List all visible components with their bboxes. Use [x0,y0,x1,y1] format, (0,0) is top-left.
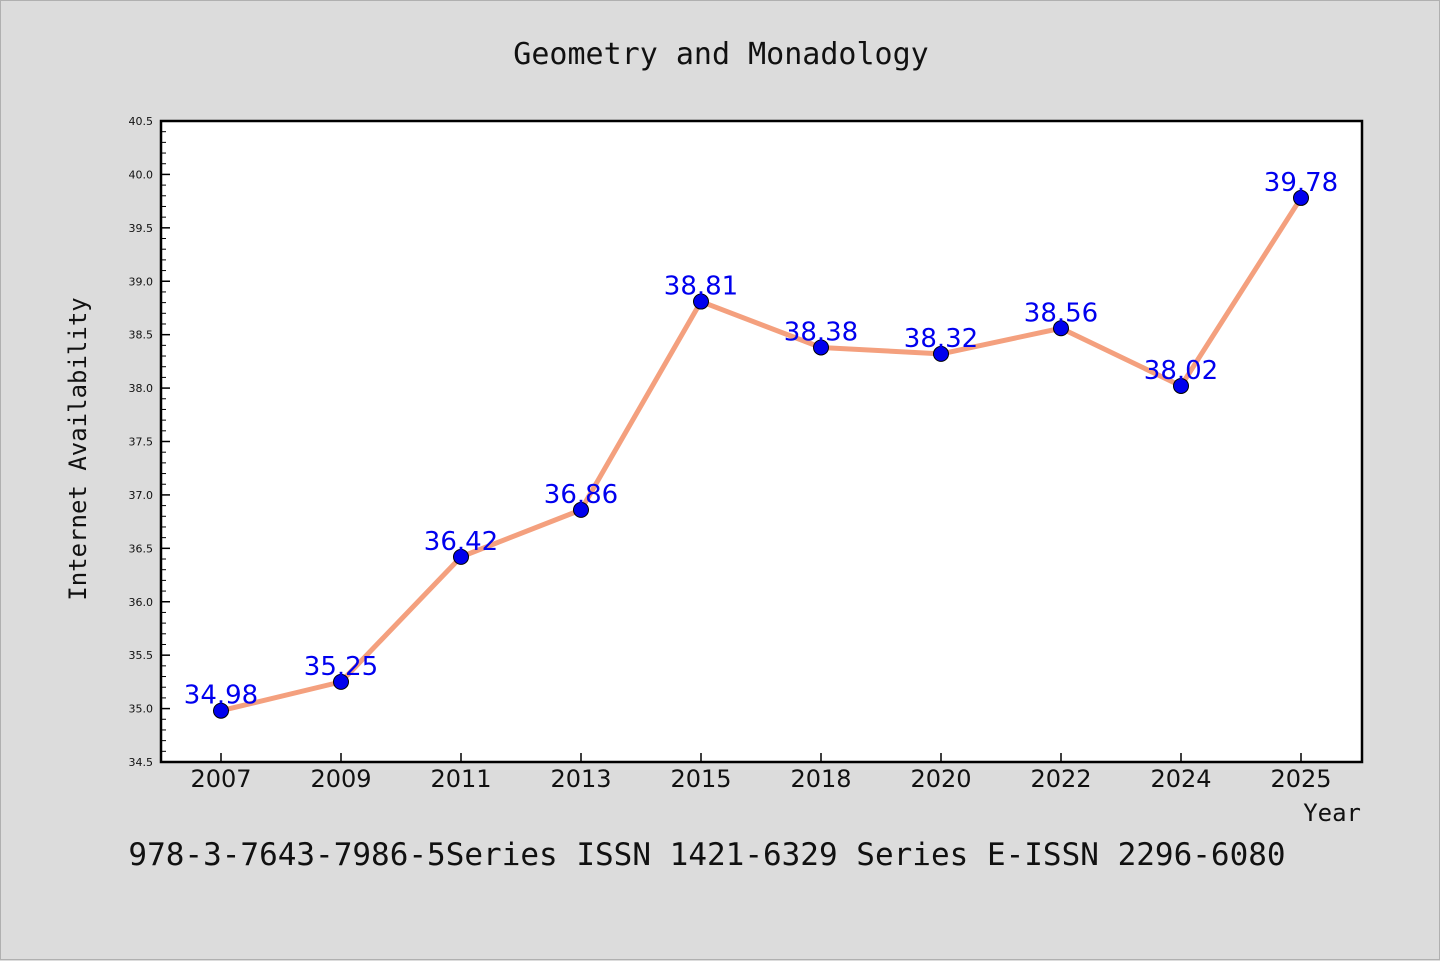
data-label: 38.32 [904,324,978,354]
data-point-marker [333,673,349,690]
data-label: 39.78 [1264,168,1338,198]
data-point-marker [213,702,229,719]
x-tick-label: 2025 [1270,765,1331,793]
data-point-marker [813,339,829,356]
data-point-marker [1293,189,1309,206]
y-tick-label: 36.0 [129,596,154,609]
x-tick-label: 2024 [1150,765,1211,793]
y-tick-label: 37.5 [129,436,154,449]
data-label: 36.86 [544,480,618,510]
data-point-marker [1053,320,1069,337]
x-tick-label: 2020 [910,765,971,793]
x-axis: 2007 2009 2011 2013 2015 2018 2020 2022 2024 2025 [190,753,1332,793]
data-point-marker [693,293,709,310]
footer-isbn-text: 978-3-7643-7986-5Series ISSN 1421-6329 S… [128,837,1285,873]
x-tick-label: 2009 [310,765,371,793]
y-tick-label: 35.5 [129,649,154,662]
data-label: 38.02 [1144,356,1218,386]
y-tick-label: 40.0 [129,168,154,181]
data-point-marker [933,345,949,362]
x-tick-label: 2013 [550,765,611,793]
y-tick-label: 35.0 [129,703,154,716]
y-axis: 34.5 35.0 35.5 36.0 36.5 37.0 37.5 38.0 38.5 39.0… [129,115,170,769]
x-axis-label: Year [1303,799,1361,827]
y-tick-label: 39.5 [129,222,154,235]
plot-area [159,119,1364,764]
series-line [220,196,1304,714]
data-point-marker [573,501,589,518]
y-tick-label: 40.5 [129,115,154,128]
y-tick-label: 39.0 [129,275,154,288]
data-label: 38.38 [784,317,858,347]
series-line-group [220,196,1304,714]
x-tick-label: 2015 [670,765,731,793]
x-tick-label: 2022 [1030,765,1091,793]
y-axis-label: Internet Availability [64,297,92,600]
data-point-marker [1173,377,1189,394]
data-label: 38.81 [664,272,738,302]
data-label: 34.98 [184,681,258,711]
marker-group [213,189,1309,719]
x-tick-label: 2011 [430,765,491,793]
x-tick-label: 2007 [190,765,251,793]
y-tick-label: 38.5 [129,329,154,342]
x-tick-label: 2018 [790,765,851,793]
data-label: 38.56 [1024,298,1098,328]
data-label: 35.25 [304,652,378,682]
chart-title: Geometry and Monadology [513,37,928,72]
data-point-marker [453,548,469,565]
y-tick-label: 36.5 [129,542,154,555]
data-label-group: 34.98 35.25 36.42 36.86 38.81 38.38 38.32 38.56… [184,168,1338,711]
y-tick-label: 37.0 [129,489,154,502]
data-label: 36.42 [424,527,498,557]
y-tick-label: 38.0 [129,382,154,395]
y-tick-label: 34.5 [129,756,154,769]
